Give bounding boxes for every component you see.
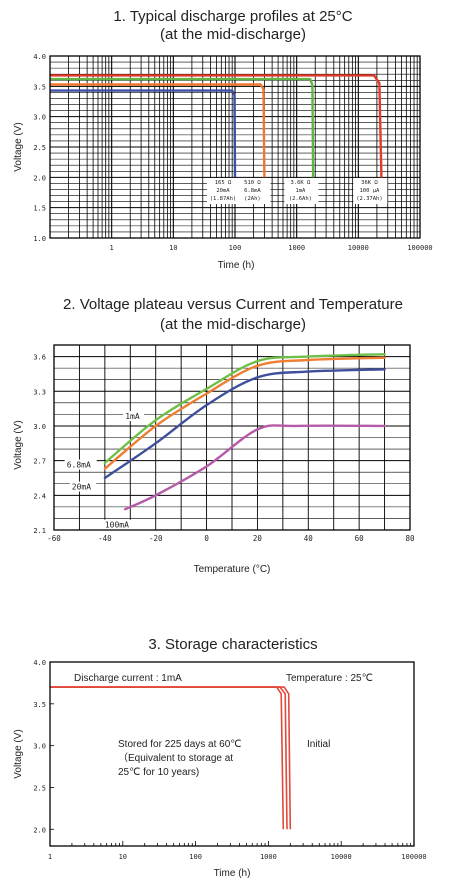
chart1-y-tick-label: 1.5 [33, 205, 46, 213]
chart3-x-tick-label: 10 [119, 853, 127, 861]
chart1-annotation-text: (2.6Ah) [289, 196, 312, 202]
chart1-x-tick-label: 1 [110, 244, 114, 252]
chart2-x-tick-label: 60 [355, 534, 365, 543]
chart1-annotation-text: 1mA [295, 188, 306, 194]
chart1-frame [49, 55, 421, 239]
chart2-series-line-2 [103, 368, 386, 480]
chart2-x-tick-label: 20 [253, 534, 263, 543]
chart1-x-tick-label: 100000 [407, 244, 432, 252]
chart2-series-line-3 [124, 424, 386, 511]
chart2-series-line-0 [103, 353, 386, 465]
chart3-y-tick-label: 4.0 [33, 659, 46, 667]
chart1-title: 1. Typical discharge profiles at 25°C [113, 8, 353, 25]
chart3-y-tick-label: 3.0 [33, 743, 46, 751]
chart1-series-line-0 [50, 89, 237, 178]
chart2-x-tick-label: -60 [47, 534, 61, 543]
chart2-y-tick-label: 2.4 [33, 492, 46, 500]
chart1-annotation-text: 36K Ω [361, 180, 378, 186]
chart2-frame [53, 344, 411, 531]
chart2-title: 2. Voltage plateau versus Current and Te… [63, 296, 403, 313]
chart3-stored-note-line1: Stored for 225 days at 60℃ [118, 739, 242, 750]
chart1-annotation-text: 3.6K Ω [290, 180, 311, 186]
chart1-annotation-text: (2.37Ah) [356, 196, 383, 202]
chart2-series-label-bg [64, 459, 97, 470]
chart1-y-tick-label: 2.5 [33, 144, 46, 152]
chart3-x-tick-label: 1000 [260, 853, 277, 861]
chart1-annotation-bg [236, 178, 271, 204]
chart1-series-line-2 [50, 77, 315, 178]
chart3-x-axis-label: Time (h) [214, 868, 251, 879]
chart2-y-axis-label: Voltage (V) [13, 420, 24, 469]
chart3-series-line-2 [50, 686, 292, 830]
chart3-initial-label: Initial [307, 739, 330, 750]
chart2-series-line-1 [103, 356, 386, 470]
chart1-annotation-text: 100 μA [360, 188, 381, 194]
chart2-series-label: 6.8mA [67, 461, 91, 470]
chart1-x-tick-label: 10 [169, 244, 177, 252]
chart1-annotation-text: 20mA [216, 188, 230, 194]
chart2-subtitle: (at the mid-discharge) [160, 316, 306, 333]
chart2-y-tick-label: 2.1 [33, 527, 46, 535]
chart1-annotation-text: 510 Ω [244, 180, 261, 186]
chart1-x-tick-label: 10000 [348, 244, 369, 252]
chart2-series-label: 1mA [125, 412, 140, 421]
chart3-title: 3. Storage characteristics [148, 636, 318, 653]
chart1-y-tick-label: 4.0 [33, 53, 46, 61]
voltage-plateau-chart: -60 -40 -20 0 20 40 60 80 2.1 2.4 2.7 3.0 3.3 3.6 1mA… [13, 344, 415, 575]
chart1-annotation-bg [353, 178, 388, 204]
chart1-y-tick-label: 1.0 [33, 235, 46, 243]
chart2-y-tick-label: 3.0 [33, 423, 46, 431]
chart3-stored-note-line3: 25℃ for 10 years) [118, 767, 199, 778]
chart3-discharge-current-label: Discharge current : 1mA [74, 673, 182, 684]
chart2-x-tick-label: -20 [149, 534, 163, 543]
chart2-series-label-bg [102, 519, 135, 530]
chart1-series-line-1 [50, 83, 266, 178]
chart3-frame [49, 661, 415, 847]
chart3-stored-note-line2: （Equivalent to storage at [118, 752, 233, 764]
chart3-temperature-label: Temperature : 25℃ [286, 673, 373, 684]
chart3-y-tick-label: 3.5 [33, 701, 46, 709]
chart1-y-axis-label: Voltage (V) [13, 122, 24, 171]
chart3-x-tick-label: 1 [48, 853, 52, 861]
chart1-series-line-3 [50, 74, 383, 178]
chart2-x-tick-label: 0 [204, 534, 209, 543]
chart2-x-tick-label: 40 [304, 534, 314, 543]
chart1-y-tick-label: 3.5 [33, 83, 46, 91]
chart1-y-tick-label: 2.0 [33, 174, 46, 182]
chart2-series-label-bg [69, 481, 97, 492]
chart1-x-tick-label: 100 [229, 244, 242, 252]
chart2-x-tick-label: -40 [98, 534, 112, 543]
chart3-x-tick-label: 100 [189, 853, 202, 861]
chart1-annotation-bg [207, 178, 241, 204]
chart3-y-tick-label: 2.5 [33, 784, 46, 792]
chart3-x-tick-label: 100000 [401, 853, 426, 861]
chart1-subtitle: (at the mid-discharge) [160, 26, 306, 43]
chart2-series-label-bg [123, 411, 144, 421]
chart3-x-tick-label: 10000 [331, 853, 352, 861]
chart1-annotation-bg [284, 178, 319, 204]
chart2-x-tick-label: 80 [405, 534, 415, 543]
chart2-series-label: 20mA [72, 483, 91, 492]
chart1-annotation-text: (1.87Ah) [210, 196, 237, 202]
chart1-annotation-text: 165 Ω [215, 180, 232, 186]
chart2-y-tick-label: 2.7 [33, 458, 46, 466]
chart1-annotation-text: 6.8mA [244, 188, 261, 194]
chart2-y-tick-label: 3.6 [33, 354, 46, 362]
chart2-series-label: 100mA [105, 521, 129, 530]
discharge-profiles-chart: 1 10 100 1000 10000 100000 1.0 1.5 2.0 2.5 3.0 3.5 4… [13, 53, 433, 271]
chart1-y-tick-label: 3.0 [33, 114, 46, 122]
chart3-y-tick-label: 2.0 [33, 826, 46, 834]
chart1-x-axis-label: Time (h) [218, 260, 255, 271]
chart1-annotation-text: (2Ah) [244, 196, 261, 202]
chart3-y-axis-label: Voltage (V) [13, 729, 24, 778]
chart1-x-tick-label: 1000 [288, 244, 305, 252]
chart2-y-tick-label: 3.3 [33, 388, 46, 396]
chart2-x-axis-label: Temperature (°C) [194, 564, 271, 575]
